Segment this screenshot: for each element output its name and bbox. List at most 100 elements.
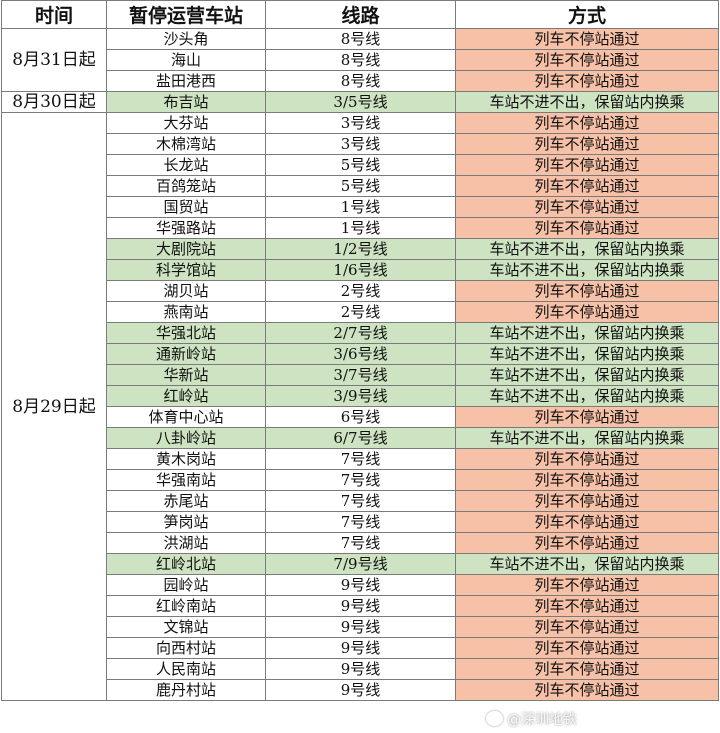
line-cell: 3/9号线 [265, 385, 456, 407]
mode-cell: 车站不进不出，保留站内换乘 [455, 322, 719, 344]
line-cell: 2/7号线 [265, 322, 456, 344]
mode-cell: 列车不停站通过 [455, 280, 719, 302]
line-cell: 9号线 [265, 574, 456, 596]
line-cell: 3号线 [265, 133, 456, 155]
table-row: 华强北站 2/7号线 车站不进不出，保留站内换乘 [2, 322, 719, 344]
station-cell: 黄木岗站 [106, 448, 266, 470]
line-cell: 1号线 [265, 217, 456, 239]
table-row: 鹿丹村站 9号线 列车不停站通过 [2, 679, 719, 701]
header-row: 时间 暂停运营车站 线路 方式 [1, 0, 719, 29]
mode-cell: 车站不进不出，保留站内换乘 [455, 385, 719, 407]
table-body: 8月31日起 沙头角 8号线 列车不停站通过 海山 8号线 列车不停站通过 盐田港西 8号线 列车… [1, 28, 719, 701]
station-cell: 向西村站 [106, 637, 266, 659]
station-cell: 红岭站 [106, 385, 266, 407]
station-cell: 百鸽笼站 [106, 175, 266, 197]
table-row: 红岭北站 7/9号线 车站不进不出，保留站内换乘 [2, 553, 719, 575]
line-cell: 3/5号线 [265, 91, 456, 113]
line-cell: 6/7号线 [265, 427, 456, 449]
station-cell: 沙头角 [106, 28, 266, 50]
line-cell: 8号线 [265, 70, 456, 92]
table-row: 燕南站 2号线 列车不停站通过 [2, 301, 719, 323]
mode-cell: 车站不进不出，保留站内换乘 [455, 364, 719, 386]
line-cell: 7/9号线 [265, 553, 456, 575]
station-cell: 华强南站 [106, 469, 266, 491]
line-cell: 5号线 [265, 154, 456, 176]
table-row: 盐田港西 8号线 列车不停站通过 [2, 70, 719, 92]
table-row: 华强南站 7号线 列车不停站通过 [2, 469, 719, 491]
station-cell: 笋岗站 [106, 511, 266, 533]
station-cell: 海山 [106, 49, 266, 71]
mode-cell: 列车不停站通过 [455, 574, 719, 596]
table-row: 黄木岗站 7号线 列车不停站通过 [2, 448, 719, 470]
mode-cell: 列车不停站通过 [455, 301, 719, 323]
mode-cell: 列车不停站通过 [455, 637, 719, 659]
station-cell: 华强路站 [106, 217, 266, 239]
table-row: 赤尾站 7号线 列车不停站通过 [2, 490, 719, 512]
watermark-text: @深圳地铁 [507, 712, 577, 728]
table-row: 八卦岭站 6/7号线 车站不进不出，保留站内换乘 [2, 427, 719, 449]
station-cell: 盐田港西 [106, 70, 266, 92]
table-row: 通新岭站 3/6号线 车站不进不出，保留站内换乘 [2, 343, 719, 365]
watermark: @深圳地铁 [486, 709, 577, 729]
mode-cell: 车站不进不出，保留站内换乘 [455, 91, 719, 113]
station-cell: 赤尾站 [106, 490, 266, 512]
table-row: 笋岗站 7号线 列车不停站通过 [2, 511, 719, 533]
line-cell: 9号线 [265, 658, 456, 680]
table-row: 木棉湾站 3号线 列车不停站通过 [2, 133, 719, 155]
table-row: 大剧院站 1/2号线 车站不进不出，保留站内换乘 [2, 238, 719, 260]
mode-cell: 列车不停站通过 [455, 70, 719, 92]
line-cell: 3/7号线 [265, 364, 456, 386]
mode-cell: 列车不停站通过 [455, 490, 719, 512]
mode-cell: 列车不停站通过 [455, 28, 719, 50]
mode-cell: 列车不停站通过 [455, 406, 719, 428]
station-cell: 红岭北站 [106, 553, 266, 575]
table-row: 向西村站 9号线 列车不停站通过 [2, 637, 719, 659]
mode-cell: 车站不进不出，保留站内换乘 [455, 238, 719, 260]
table-row: 华强路站 1号线 列车不停站通过 [2, 217, 719, 239]
table-row: 海山 8号线 列车不停站通过 [2, 49, 719, 71]
mode-cell: 车站不进不出，保留站内换乘 [455, 427, 719, 449]
line-cell: 7号线 [265, 448, 456, 470]
mode-cell: 车站不进不出，保留站内换乘 [455, 553, 719, 575]
station-cell: 人民南站 [106, 658, 266, 680]
table-row: 红岭南站 9号线 列车不停站通过 [2, 595, 719, 617]
station-cell: 湖贝站 [106, 280, 266, 302]
line-cell: 8号线 [265, 49, 456, 71]
suspended-stations-table: 时间 暂停运营车站 线路 方式 8月31日起 沙头角 8号线 列车不停站通过 海山 8号线… [1, 0, 719, 701]
station-cell: 国贸站 [106, 196, 266, 218]
mode-cell: 列车不停站通过 [455, 154, 719, 176]
station-cell: 科学馆站 [106, 259, 266, 281]
line-cell: 3/6号线 [265, 343, 456, 365]
line-cell: 9号线 [265, 616, 456, 638]
station-cell: 体育中心站 [106, 406, 266, 428]
mode-cell: 列车不停站通过 [455, 49, 719, 71]
mode-cell: 列车不停站通过 [455, 448, 719, 470]
time-cell: 8月31日起 [1, 28, 107, 92]
station-cell: 木棉湾站 [106, 133, 266, 155]
mode-cell: 列车不停站通过 [455, 679, 719, 701]
mode-cell: 列车不停站通过 [455, 217, 719, 239]
time-cell: 8月30日起 [1, 91, 107, 113]
mode-cell: 列车不停站通过 [455, 595, 719, 617]
mode-cell: 列车不停站通过 [455, 133, 719, 155]
mode-cell: 列车不停站通过 [455, 196, 719, 218]
table-row: 体育中心站 6号线 列车不停站通过 [2, 406, 719, 428]
station-cell: 华强北站 [106, 322, 266, 344]
table-row: 8月31日起 沙头角 8号线 列车不停站通过 [1, 28, 719, 92]
line-cell: 3号线 [265, 112, 456, 134]
table-row: 8月29日起 大芬站 3号线 列车不停站通过 [1, 112, 719, 701]
header-station: 暂停运营车站 [106, 0, 266, 29]
table-row: 百鸽笼站 5号线 列车不停站通过 [2, 175, 719, 197]
mode-cell: 列车不停站通过 [455, 616, 719, 638]
station-cell: 大剧院站 [106, 238, 266, 260]
line-cell: 2号线 [265, 301, 456, 323]
station-cell: 鹿丹村站 [106, 679, 266, 701]
table-row: 湖贝站 2号线 列车不停站通过 [2, 280, 719, 302]
line-cell: 7号线 [265, 469, 456, 491]
header-mode: 方式 [455, 0, 719, 29]
line-cell: 6号线 [265, 406, 456, 428]
station-cell: 长龙站 [106, 154, 266, 176]
mode-cell: 列车不停站通过 [455, 658, 719, 680]
line-cell: 8号线 [265, 28, 456, 50]
station-cell: 八卦岭站 [106, 427, 266, 449]
